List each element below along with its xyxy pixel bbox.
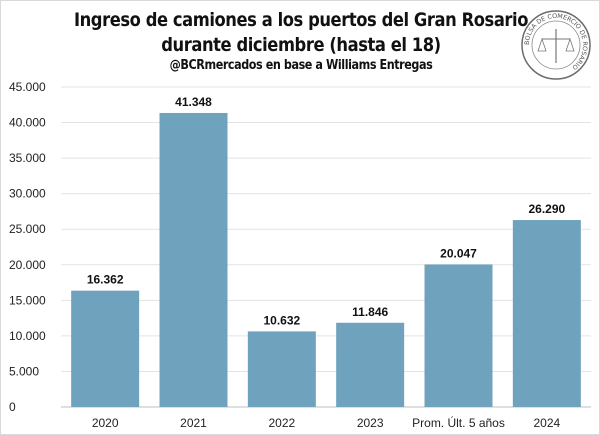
data-label: 10.632: [263, 313, 300, 327]
x-tick-label: 2021: [180, 416, 207, 430]
data-label: 16.362: [87, 273, 124, 287]
x-tick-label: 2022: [268, 416, 295, 430]
chart-subtitle: durante diciembre (hasta el 18): [161, 34, 441, 56]
bar: [159, 112, 228, 407]
y-tick-label: 25.000: [9, 222, 46, 236]
data-label: 20.047: [440, 246, 477, 260]
logo-icon: BOLSA DE COMERCIO DE ROSARIO: [521, 10, 591, 80]
data-label: 26.290: [528, 202, 565, 216]
y-tick-label: 20.000: [9, 258, 46, 272]
y-tick-label: 35.000: [9, 151, 46, 165]
bar: [247, 331, 316, 407]
chart-title: Ingreso de camiones a los puertos del Gr…: [73, 9, 529, 31]
y-tick-label: 45.000: [9, 80, 46, 94]
data-label: 11.846: [352, 305, 388, 319]
y-tick-label: 15.000: [9, 293, 46, 307]
y-tick-label: 0: [9, 400, 16, 414]
x-tick-label: Prom. Últ. 5 años: [412, 415, 505, 430]
bar: [71, 290, 140, 407]
x-tick-label: 2023: [357, 416, 384, 430]
y-tick-label: 5.000: [9, 364, 39, 378]
chart-source: @BCRmercados en base a Williams Entregas: [169, 58, 433, 73]
y-tick-label: 30.000: [9, 187, 46, 201]
x-tick-label: 2024: [533, 416, 560, 430]
bar: [512, 220, 581, 407]
y-tick-label: 10.000: [9, 329, 46, 343]
x-tick-label: 2020: [92, 416, 119, 430]
y-tick-label: 40.000: [9, 116, 46, 130]
bar: [424, 264, 493, 407]
data-label: 41.348: [175, 95, 212, 109]
bar: [336, 322, 405, 407]
